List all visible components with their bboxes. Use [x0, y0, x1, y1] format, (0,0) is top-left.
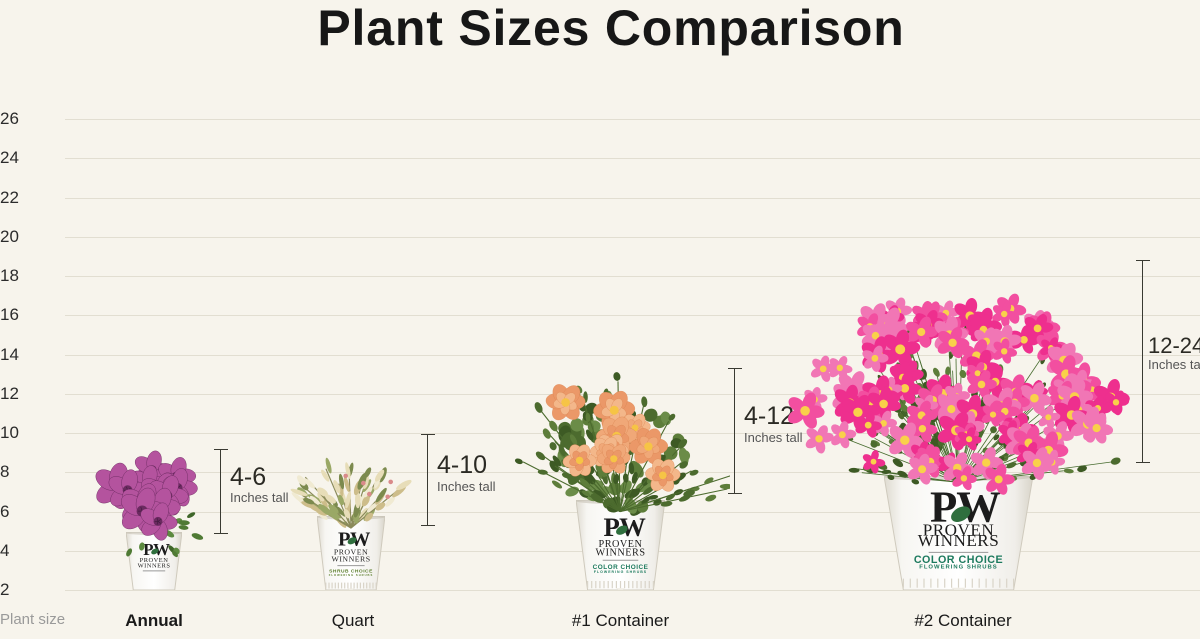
svg-text:FLOWERING SHRUBS: FLOWERING SHRUBS	[329, 573, 374, 577]
svg-text:FLOWERING SHRUBS: FLOWERING SHRUBS	[593, 570, 646, 574]
